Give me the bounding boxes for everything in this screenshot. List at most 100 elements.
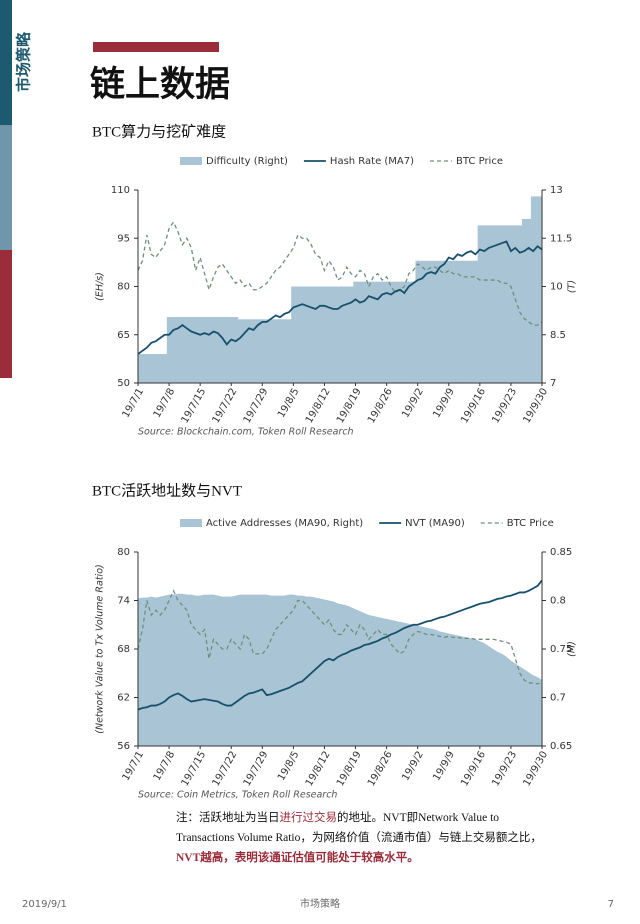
difficulty-step [459,260,465,383]
difficulty-step [517,225,523,383]
side-band [0,125,12,250]
sidebar-label: 市场策略 [15,31,33,92]
y-tick-label: 56 [117,741,130,752]
difficulty-step [149,354,154,383]
series-line [137,579,543,711]
difficulty-step [220,317,225,383]
x-tick-label: 19/8/12 [304,750,333,789]
difficulty-step [335,286,341,383]
difficulty-step [446,260,452,383]
difficulty-step [348,286,354,383]
difficulty-step [189,317,194,383]
footer-date: 2019/9/1 [22,899,67,910]
chart-title: BTC算力与挖矿难度 [92,122,226,140]
difficulty-step [144,354,150,383]
difficulty-step [406,281,412,383]
difficulty-step [268,319,274,383]
difficulty-step [211,317,216,383]
difficulty-step [490,225,496,383]
difficulty-step [388,281,394,383]
difficulty-step [295,286,301,383]
difficulty-step [384,281,390,383]
footer-page: 7 [608,899,614,910]
x-tick-label: 19/7/22 [211,750,240,789]
note-highlight: NVT越高，表明该通证估值可能处于较高水平。 [176,852,419,864]
price-line [137,589,543,685]
difficulty-step [340,286,345,383]
difficulty-step [375,281,381,383]
legend-label: Difficulty (Right) [206,156,288,167]
y2-tick-label: 10 [550,282,563,293]
x-tick-label: 19/8/12 [304,387,333,426]
difficulty-step [224,317,230,383]
x-tick-label: 19/7/1 [121,750,147,783]
difficulty-step [138,354,141,383]
y-tick-label: 65 [117,330,130,341]
y-tick-label: 74 [117,596,130,607]
difficulty-step [171,317,177,383]
x-tick-label: 19/8/26 [366,387,395,426]
difficulty-step [206,317,212,383]
y-tick-label: 110 [111,185,130,196]
y-axis-label: (Network Value to Tx Volume Ratio) [95,564,106,733]
legend-label: BTC Price [507,518,554,529]
difficulty-step [535,196,541,383]
legend-swatch [180,157,202,165]
y2-tick-label: 7 [550,378,556,389]
price-line [137,220,543,326]
x-tick-label: 19/9/23 [490,750,519,789]
difficulty-step [326,286,332,383]
difficulty-step [504,225,510,383]
y2-axis-label: (M) [567,641,578,657]
difficulty-step [477,225,483,383]
legend-label: BTC Price [456,156,503,167]
difficulty-step [175,317,181,383]
side-band [0,0,12,125]
difficulty-step [313,286,319,383]
x-tick-label: 19/9/23 [490,387,519,426]
y2-axis-label: (T) [567,280,578,293]
x-tick-label: 19/8/5 [276,750,302,783]
source-note: Source: Blockchain.com, Token Roll Resea… [138,427,354,438]
difficulty-step [233,317,239,383]
x-tick-label: 19/8/5 [276,387,302,420]
difficulty-step [184,317,190,383]
y2-tick-label: 0.75 [550,644,572,655]
difficulty-step [366,281,372,383]
y-tick-label: 50 [117,378,130,389]
difficulty-step [264,319,270,383]
difficulty-step [317,286,323,383]
difficulty-step [397,281,403,383]
difficulty-step [304,286,310,383]
difficulty-step [522,218,527,383]
difficulty-step [308,286,314,383]
x-tick-label: 19/7/15 [180,750,209,789]
difficulty-step [193,317,199,383]
difficulty-step [300,286,305,383]
difficulty-step [162,354,168,383]
x-tick-label: 19/9/2 [400,750,426,783]
y2-tick-label: 0.8 [550,596,566,607]
difficulty-step [464,260,470,383]
x-tick-label: 19/9/16 [459,750,488,789]
x-tick-label: 19/7/22 [211,387,240,426]
side-band [0,250,12,378]
y2-tick-label: 8.5 [550,330,566,341]
y-tick-label: 80 [117,282,130,293]
difficulty-step [402,281,407,383]
y2-tick-label: 0.65 [550,741,572,752]
y-tick-label: 62 [117,693,130,704]
difficulty-step [282,319,288,383]
area [138,593,542,746]
difficulty-step [419,260,425,383]
y-tick-label: 95 [117,233,130,244]
difficulty-step [277,319,283,383]
series-line [137,240,543,355]
difficulty-step [344,286,350,383]
difficulty-step [273,319,279,383]
header-bar [93,42,219,52]
y2-tick-label: 0.85 [550,547,572,558]
difficulty-step [539,196,543,383]
